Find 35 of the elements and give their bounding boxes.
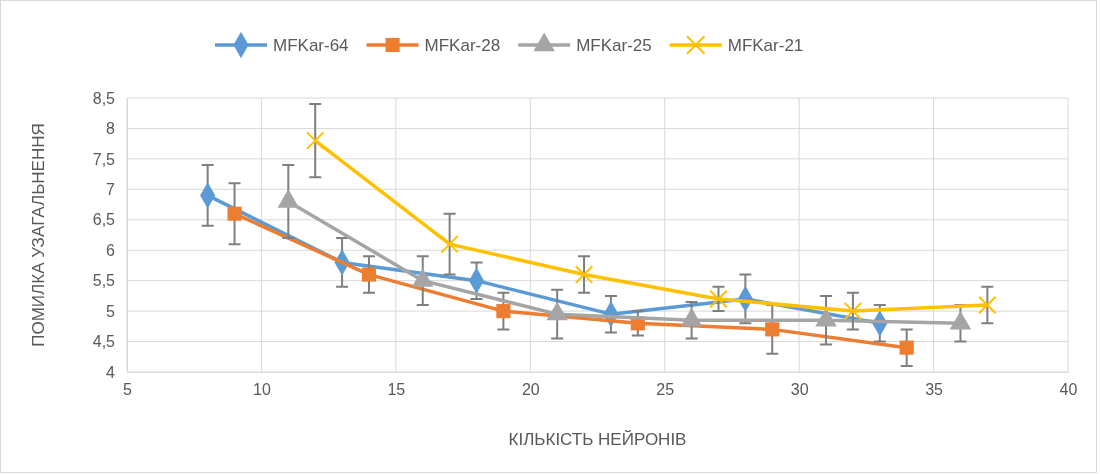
legend-label: MFKar-64	[273, 36, 349, 55]
y-tick-label: 5,5	[92, 272, 116, 290]
y-axis-title: ПОМИЛКА УЗАГАЛЬНЕННЯ	[29, 123, 48, 347]
y-tick-label: 4	[106, 363, 116, 381]
point	[978, 295, 997, 315]
point	[843, 301, 863, 321]
y-tick-label: 7,5	[92, 150, 116, 168]
x-tick-label: 30	[790, 381, 809, 399]
point	[765, 322, 780, 337]
y-tick-label: 4,5	[92, 333, 116, 351]
point	[496, 304, 511, 319]
x-tick-label: 35	[925, 381, 944, 399]
legend-label: MFKar-25	[576, 36, 652, 55]
y-tick-label: 6,5	[92, 211, 116, 229]
y-tick-label: 8	[106, 120, 116, 138]
point	[361, 267, 377, 282]
y-tick-label: 8,5	[92, 89, 116, 107]
legend-label: MFKar-28	[424, 36, 501, 55]
legend-label: MFKar-21	[727, 36, 804, 55]
point	[305, 131, 325, 150]
x-tick-label: 40	[1059, 381, 1078, 399]
y-tick-label: 6	[106, 241, 116, 259]
y-tick-label: 5	[106, 302, 116, 320]
point	[899, 340, 914, 355]
point	[709, 289, 728, 309]
x-tick-label: 10	[253, 381, 271, 399]
x-tick-label: 5	[123, 381, 133, 399]
point	[574, 265, 594, 284]
point	[440, 234, 459, 254]
x-tick-label: 15	[387, 381, 406, 399]
y-tick-label: 7	[106, 180, 116, 198]
point	[227, 206, 242, 221]
x-axis-title: КІЛЬКІСТЬ НЕЙРОНІВ	[508, 430, 687, 449]
x-tick-label: 20	[521, 381, 540, 399]
x-tick-label: 25	[656, 381, 675, 399]
